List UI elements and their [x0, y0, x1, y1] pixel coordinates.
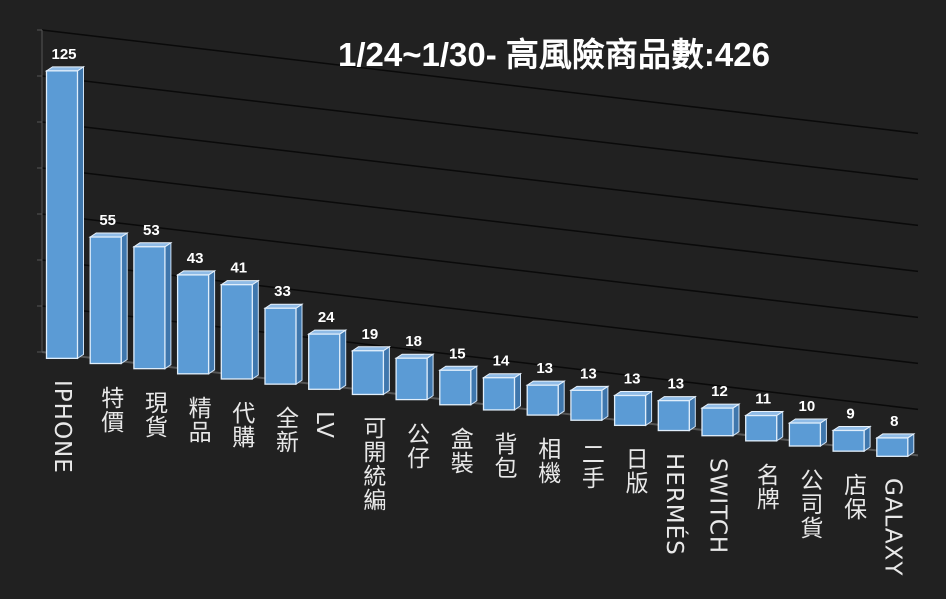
x-tick-label: 日版 [621, 447, 648, 496]
x-tick-label: 全新 [271, 406, 298, 455]
bar-side [120, 232, 128, 365]
bar [482, 377, 516, 411]
bar [395, 357, 428, 401]
data-label: 15 [449, 345, 466, 362]
data-label: 33 [274, 283, 291, 300]
gridline [41, 167, 919, 273]
bar [876, 437, 909, 457]
data-label: 11 [755, 391, 771, 408]
data-label: 19 [362, 326, 379, 343]
data-label: 12 [711, 383, 728, 400]
x-tick-label: 名牌 [752, 462, 779, 511]
bar-side [819, 418, 827, 447]
x-tick-label: IPHONE [49, 380, 75, 475]
data-label: 13 [580, 365, 597, 382]
data-label: 18 [405, 333, 422, 350]
bar-side [601, 385, 609, 422]
x-tick-label: SWITCH [704, 457, 731, 554]
x-tick-label: 公司貨 [795, 468, 822, 540]
chart-title: 1/24~1/30- 高風險商品數:426 [338, 36, 770, 73]
x-tick-label: 背包 [490, 431, 516, 480]
bar [701, 407, 734, 437]
bar-side [688, 395, 696, 432]
bar [264, 307, 297, 385]
data-label: 125 [51, 46, 76, 63]
bar-side [164, 241, 172, 370]
bar-side [470, 365, 478, 406]
bar-side [77, 65, 84, 360]
bar [613, 394, 647, 427]
gridline [41, 75, 919, 181]
data-label: 8 [890, 413, 898, 430]
data-label: 13 [536, 360, 553, 377]
gridline [41, 121, 919, 227]
x-tick-label: HERMÉS [660, 452, 687, 556]
bar-side [295, 303, 303, 386]
data-label: 13 [624, 370, 641, 387]
bar [89, 236, 122, 365]
bar-side [382, 345, 390, 396]
x-tick-label: 可開統編 [358, 416, 385, 513]
data-label: 10 [799, 398, 816, 415]
bar-side [645, 390, 653, 427]
gridline [41, 213, 919, 319]
x-tick-label: GALAXY [879, 478, 906, 577]
data-label: 9 [846, 405, 854, 422]
bar-side [339, 329, 347, 391]
x-tick-label: 公仔 [402, 421, 429, 470]
x-tick-label: 相機 [533, 437, 560, 486]
data-label: 53 [143, 222, 160, 239]
bar-side [557, 380, 565, 417]
x-tick-label: 精品 [184, 395, 211, 444]
bar [308, 333, 341, 390]
bar [657, 399, 690, 432]
bar [439, 369, 472, 406]
bar-side [514, 372, 521, 411]
bar [745, 414, 778, 442]
bar [176, 274, 210, 375]
bar [351, 350, 385, 396]
x-tick-label: 盒裝 [446, 426, 473, 475]
gridline [41, 351, 919, 457]
data-label: 55 [99, 212, 116, 229]
x-tick-label: 店保 [839, 473, 866, 522]
gridline [41, 305, 919, 411]
data-label: 41 [230, 260, 247, 277]
x-tick-label: 特價 [96, 385, 123, 434]
bar [570, 389, 603, 421]
x-tick-label: LV [311, 411, 338, 440]
x-tick-label: 現貨 [140, 390, 167, 439]
data-label: 14 [493, 353, 510, 370]
x-tick-label: 代購 [227, 400, 254, 449]
bar [45, 70, 79, 360]
gridline [41, 259, 919, 365]
x-tick-label: 二手 [577, 442, 604, 491]
data-label: 24 [318, 309, 335, 326]
gridline [41, 29, 919, 135]
bar [526, 384, 559, 416]
bar-side [251, 279, 259, 380]
bar [832, 429, 865, 452]
data-label: 43 [187, 250, 204, 267]
data-label: 13 [667, 376, 684, 393]
bar [220, 284, 253, 380]
bar [788, 422, 822, 447]
bar-side [208, 269, 216, 375]
bar [133, 246, 166, 370]
bar-side [426, 353, 434, 401]
bar-side [776, 410, 784, 442]
bar-side [732, 403, 740, 437]
